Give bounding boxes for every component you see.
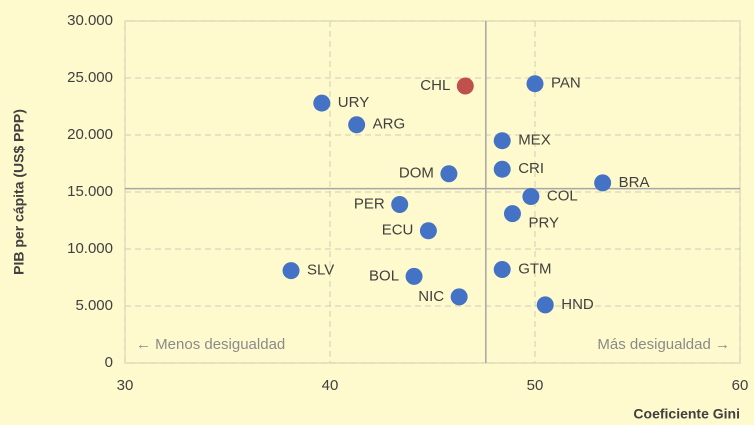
y-tick-label: 30.000: [67, 12, 113, 29]
point-label: PAN: [551, 75, 581, 92]
point-label: MEX: [518, 132, 551, 149]
annotation: Más desigualdad →: [597, 336, 730, 353]
y-axis-title: PIB per cápita (US$ PPP): [11, 109, 27, 275]
annotation: ← Menos desigualdad: [136, 336, 285, 353]
point: [503, 205, 521, 223]
point: [313, 94, 331, 112]
point-label: BRA: [619, 174, 650, 191]
point-label: PRY: [528, 215, 559, 232]
y-tick-label: 0: [105, 354, 113, 371]
point: [493, 261, 511, 279]
point-label: BOL: [369, 267, 399, 284]
point: [440, 165, 458, 183]
point: [526, 75, 544, 93]
point: [493, 132, 511, 150]
y-tick-label: 25.000: [67, 69, 113, 86]
point-label: DOM: [399, 165, 434, 182]
point: [456, 77, 474, 95]
point-label: NIC: [418, 288, 444, 305]
point-label: ARG: [373, 116, 406, 133]
point: [405, 267, 423, 285]
point-label: SLV: [307, 262, 334, 279]
point-label: PER: [354, 196, 385, 213]
point: [536, 296, 554, 314]
point-label: URY: [338, 94, 369, 111]
point: [348, 116, 366, 134]
point: [522, 188, 540, 206]
point-label: CHL: [420, 77, 450, 94]
point-label: HND: [561, 296, 594, 313]
y-tick-label: 15.000: [67, 183, 113, 200]
point-label: ECU: [382, 222, 414, 239]
point: [419, 222, 437, 240]
point: [391, 196, 409, 214]
point: [594, 174, 612, 192]
point-label: GTM: [518, 260, 551, 277]
point-label: COL: [547, 188, 578, 205]
point: [282, 262, 300, 280]
y-tick-label: 20.000: [67, 126, 113, 143]
x-tick-label: 40: [322, 377, 339, 394]
point: [450, 288, 468, 306]
y-tick-label: 10.000: [67, 240, 113, 257]
x-tick-label: 50: [527, 377, 544, 394]
y-tick-label: 5.000: [75, 297, 113, 314]
point-label: CRI: [518, 160, 544, 177]
point: [493, 160, 511, 178]
x-axis-title: Coeficiente Gini: [633, 406, 740, 422]
x-tick-label: 30: [117, 377, 134, 394]
x-tick-label: 60: [732, 377, 749, 394]
